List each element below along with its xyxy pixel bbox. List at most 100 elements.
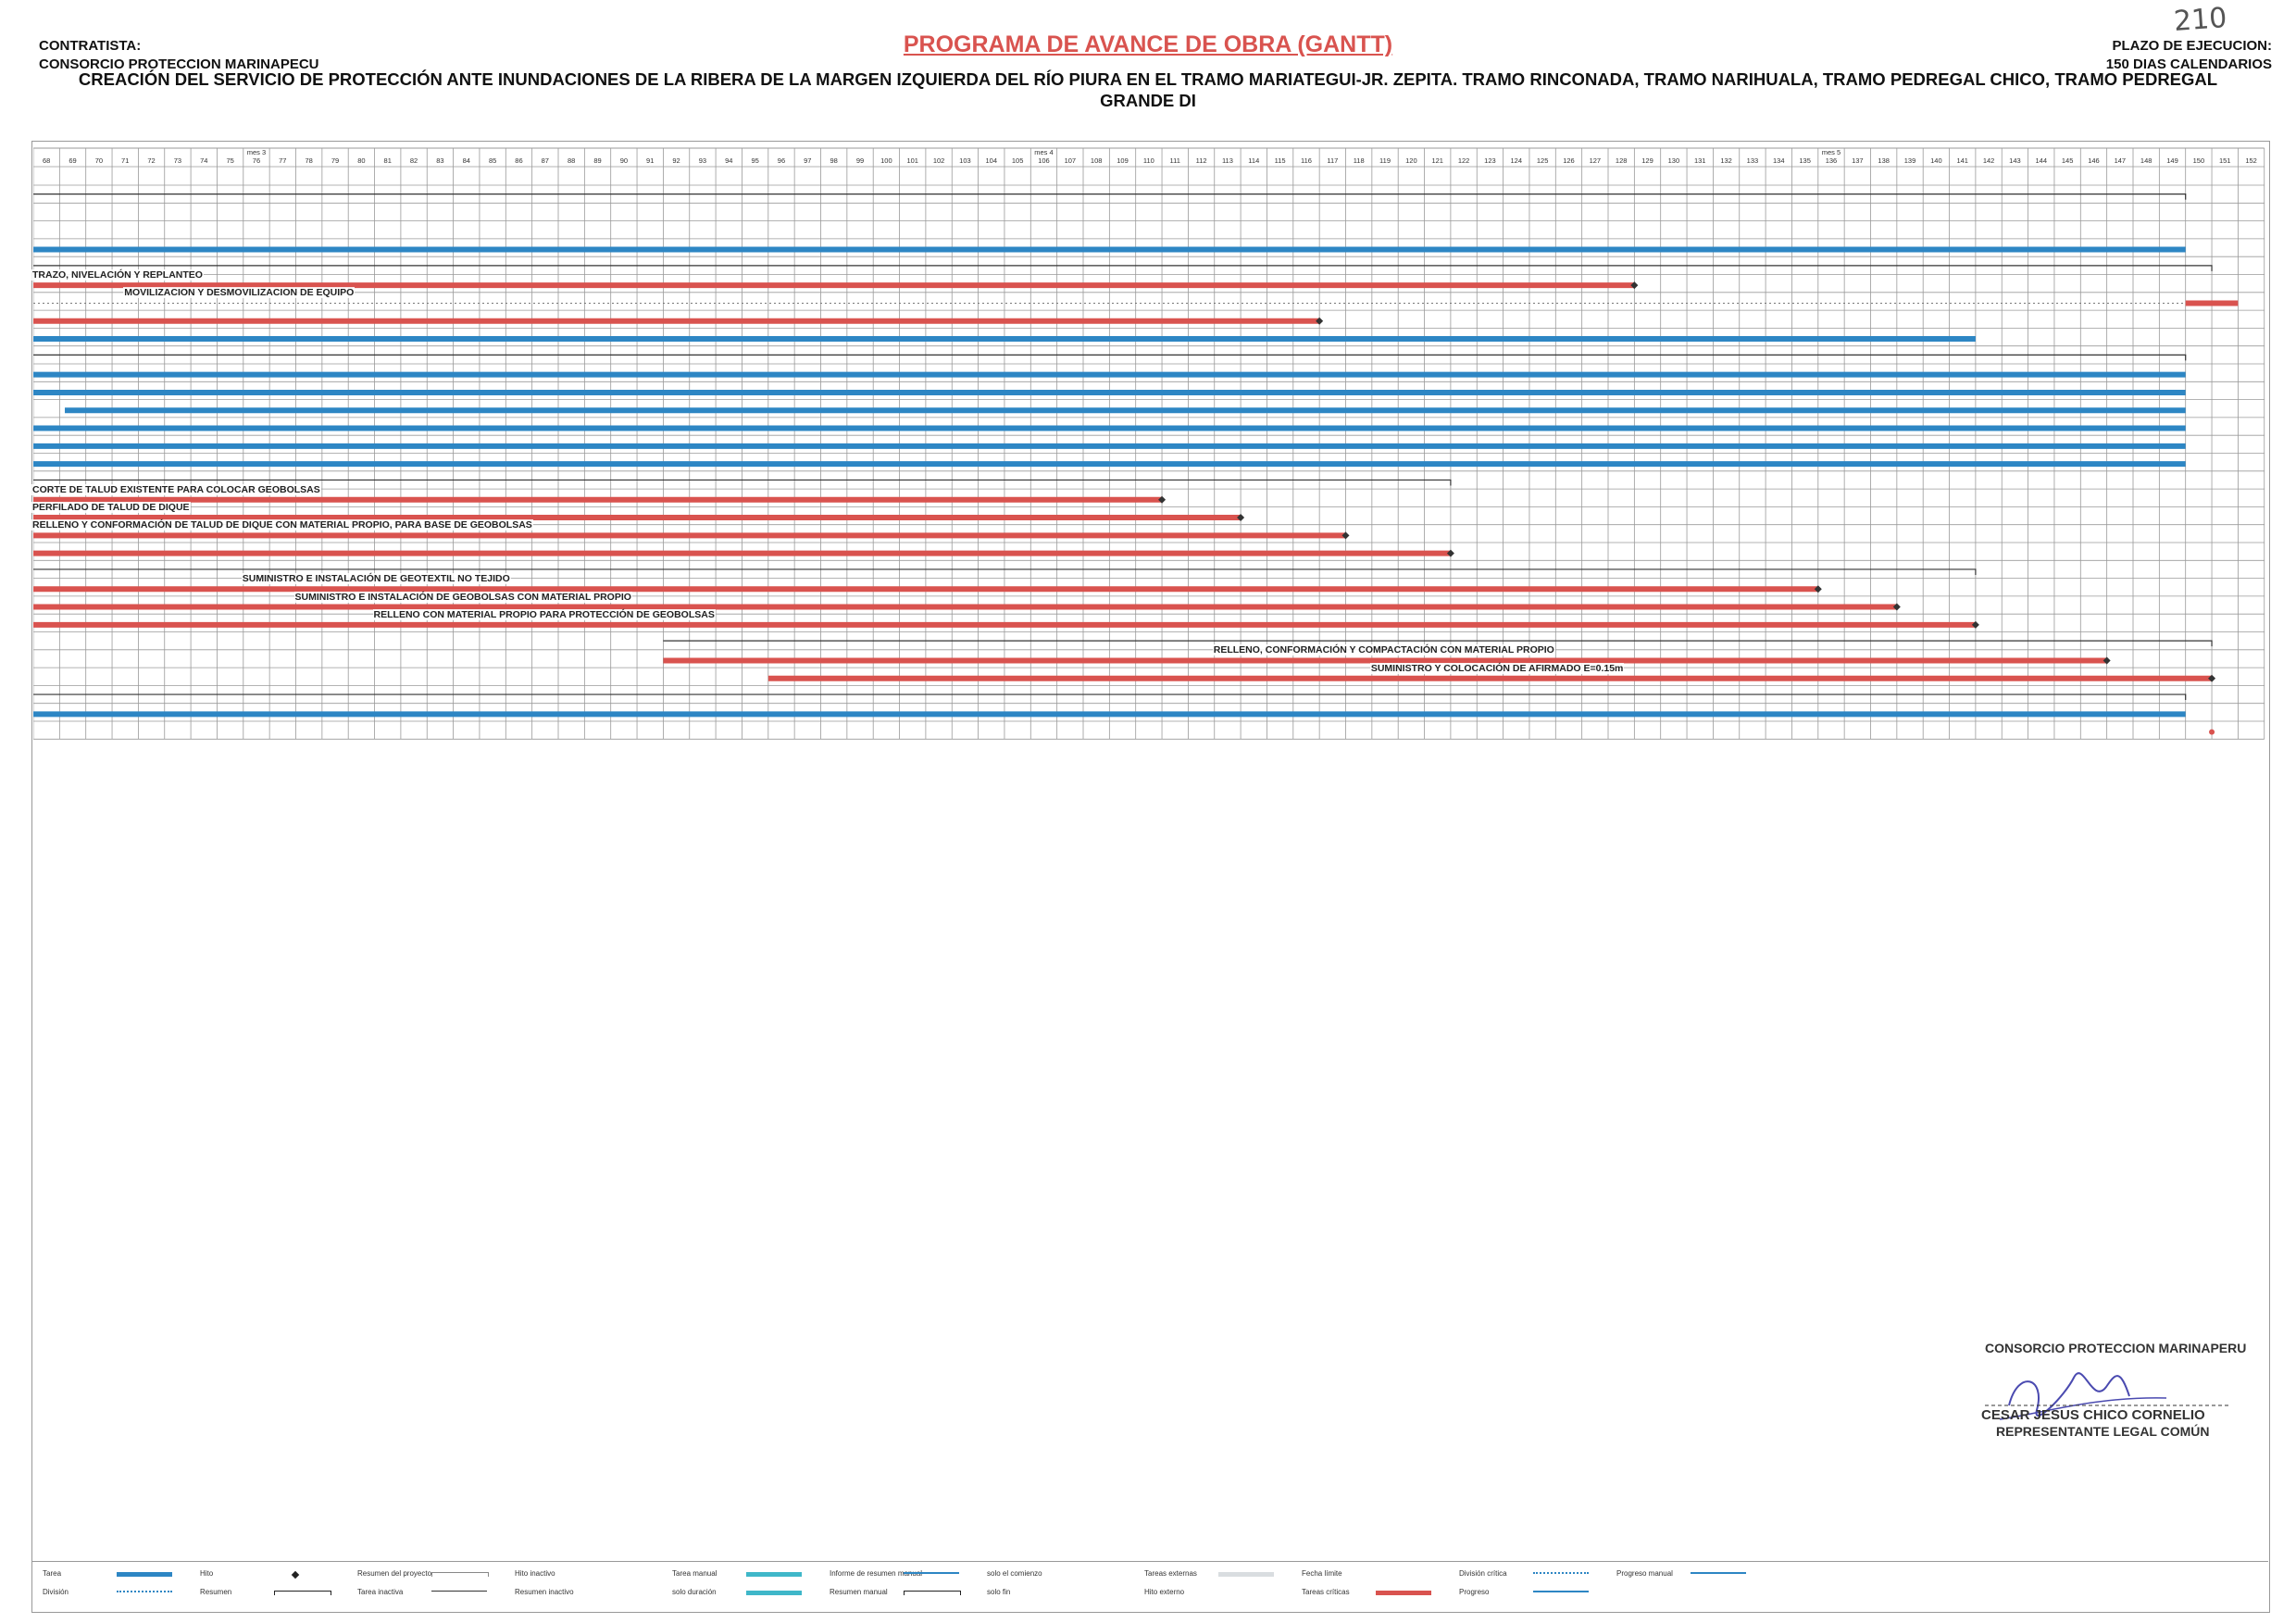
- legend-label: Tareas críticas: [1302, 1588, 1350, 1596]
- day-tick-label: 142: [1983, 156, 1995, 165]
- legend-label: solo fin: [987, 1588, 1011, 1596]
- term-value: 150 DIAS CALENDARIOS: [2105, 56, 2272, 72]
- milestone-marker: [2209, 729, 2215, 735]
- legend-symbol: [1218, 1572, 1274, 1577]
- day-tick-label: 94: [725, 156, 732, 165]
- day-tick-label: 76: [253, 156, 260, 165]
- day-tick-label: 115: [1275, 156, 1286, 165]
- day-tick-label: 100: [880, 156, 892, 165]
- day-tick-label: 74: [200, 156, 207, 165]
- task-end-marker: [1892, 603, 1901, 611]
- day-tick-label: 82: [410, 156, 418, 165]
- day-tick-label: 98: [830, 156, 838, 165]
- legend-symbol: [274, 1591, 331, 1595]
- day-tick-label: 81: [384, 156, 392, 165]
- legend-symbol: [117, 1591, 172, 1592]
- day-tick-label: 131: [1694, 156, 1706, 165]
- day-tick-label: 68: [43, 156, 50, 165]
- day-tick-label: 88: [568, 156, 575, 165]
- day-tick-label: 130: [1668, 156, 1680, 165]
- legend-label: División crítica: [1459, 1569, 1507, 1578]
- day-tick-label: 125: [1537, 156, 1549, 165]
- day-tick-label: 149: [2166, 156, 2178, 165]
- legend-symbol: [117, 1572, 172, 1577]
- day-tick-label: 106: [1038, 156, 1050, 165]
- signature-company: CONSORCIO PROTECCION MARINAPERU: [1985, 1341, 2247, 1355]
- day-tick-label: 120: [1405, 156, 1417, 165]
- legend-symbol: [431, 1572, 489, 1577]
- day-tick-label: 150: [2193, 156, 2205, 165]
- day-tick-label: 110: [1143, 156, 1154, 165]
- legend-label: Resumen inactivo: [515, 1588, 574, 1596]
- day-tick-label: 95: [751, 156, 758, 165]
- legend-label: Resumen manual: [830, 1588, 888, 1596]
- legend-symbol: [1691, 1572, 1746, 1574]
- day-tick-label: 89: [593, 156, 601, 165]
- day-tick-label: 99: [856, 156, 864, 165]
- day-tick-label: 139: [1904, 156, 1916, 165]
- day-tick-label: 86: [515, 156, 522, 165]
- legend-label: Resumen del proyecto: [357, 1569, 432, 1578]
- task-end-marker: [1316, 317, 1324, 325]
- day-tick-label: 126: [1563, 156, 1575, 165]
- day-tick-label: 133: [1747, 156, 1759, 165]
- day-tick-label: 109: [1117, 156, 1129, 165]
- day-tick-label: 114: [1248, 156, 1259, 165]
- day-tick-label: 147: [2115, 156, 2127, 165]
- day-tick-label: 77: [279, 156, 286, 165]
- task-label: MOVILIZACION Y DESMOVILIZACION DE EQUIPO: [123, 287, 356, 299]
- day-tick-label: 116: [1301, 156, 1312, 165]
- task-end-marker: [1341, 531, 1350, 540]
- legend-label: División: [43, 1588, 69, 1596]
- summary-bracket: [663, 640, 2213, 647]
- day-tick-label: 90: [620, 156, 628, 165]
- project-name: CREACIÓN DEL SERVICIO DE PROTECCIÓN ANTE…: [78, 69, 2218, 110]
- summary-bracket: [33, 693, 2187, 701]
- day-tick-label: 146: [2088, 156, 2100, 165]
- summary-bracket: [33, 194, 2187, 200]
- day-tick-label: 73: [174, 156, 181, 165]
- day-tick-label: 72: [147, 156, 155, 165]
- day-tick-label: 101: [906, 156, 918, 165]
- day-tick-label: 140: [1930, 156, 1942, 165]
- legend-symbol: [746, 1591, 802, 1595]
- day-tick-label: 123: [1484, 156, 1496, 165]
- legend-symbol: [1376, 1591, 1431, 1595]
- contractor-name: CONSORCIO PROTECCION MARINAPECU: [39, 56, 319, 72]
- day-tick-label: 113: [1222, 156, 1233, 165]
- task-end-marker: [1237, 514, 1245, 522]
- legend-label: Tarea: [43, 1569, 62, 1578]
- legend-label: Hito externo: [1144, 1588, 1185, 1596]
- document-title: PROGRAMA DE AVANCE DE OBRA (GANTT): [903, 31, 1393, 57]
- legend-symbol: [431, 1591, 487, 1592]
- legend-symbol: [904, 1572, 959, 1574]
- legend-label: solo el comienzo: [987, 1569, 1042, 1578]
- task-label: RELLENO Y CONFORMACIÓN DE TALUD DE DIQUE…: [31, 519, 533, 531]
- task-end-marker: [1630, 281, 1639, 290]
- day-tick-label: 122: [1458, 156, 1470, 165]
- day-tick-label: 117: [1327, 156, 1338, 165]
- gantt-chart: 68 69 70 71 72 73 74 75 76 77 78 79 80 81 82 83 84 85 86 87…: [31, 144, 2268, 746]
- day-tick-label: 152: [2245, 156, 2257, 165]
- signature-role: REPRESENTANTE LEGAL COMÚN: [1996, 1424, 2210, 1439]
- gantt-grid: 68 69 70 71 72 73 74 75 76 77 78 79 80 81 82 83 84 85 86 87…: [32, 147, 2265, 740]
- legend-label: Progreso manual: [1616, 1569, 1673, 1578]
- day-tick-label: 128: [1616, 156, 1628, 165]
- legend-label: Tarea manual: [672, 1569, 718, 1578]
- day-tick-label: 148: [2140, 156, 2152, 165]
- term-label: PLAZO DE EJECUCION:: [2112, 38, 2272, 54]
- legend-symbol: [291, 1570, 300, 1579]
- summary-bracket: [33, 479, 1452, 486]
- day-tick-label: 78: [306, 156, 313, 165]
- summary-bracket: [33, 568, 1977, 575]
- day-tick-label: 127: [1590, 156, 1602, 165]
- contractor-label: CONTRATISTA:: [39, 38, 142, 54]
- day-tick-label: 143: [2009, 156, 2021, 165]
- term-block: PLAZO DE EJECUCION: 150 DIAS CALENDARIOS: [2106, 37, 2272, 74]
- day-tick-label: 84: [463, 156, 470, 165]
- legend-symbol: [904, 1591, 961, 1595]
- day-tick-label: 91: [646, 156, 654, 165]
- day-tick-label: 134: [1773, 156, 1785, 165]
- month-label: mes 4: [1034, 148, 1053, 156]
- day-tick-label: 96: [778, 156, 785, 165]
